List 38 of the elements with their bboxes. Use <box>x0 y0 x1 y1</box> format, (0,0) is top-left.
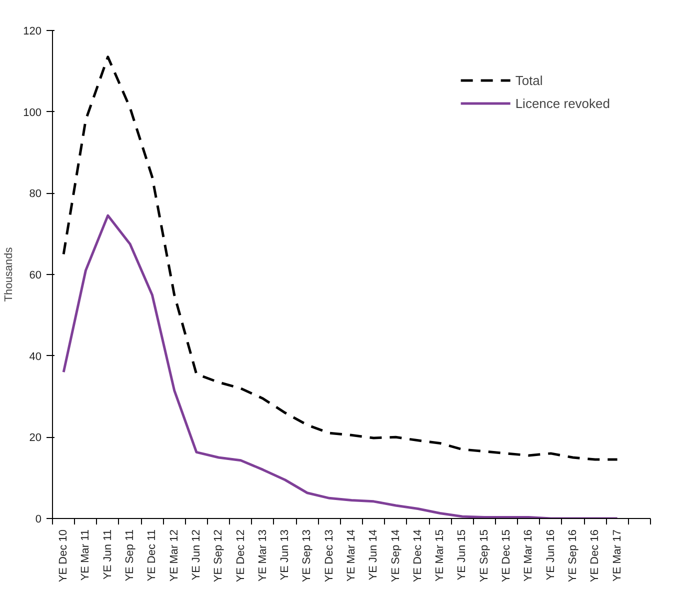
x-tick-label: YE Jun 15 <box>456 529 468 580</box>
y-tick-label: 40 <box>29 350 42 363</box>
x-tick-label: YE Jun 14 <box>368 529 380 580</box>
x-tick-label: YE Mar 16 <box>522 529 535 582</box>
line-series <box>62 56 619 461</box>
y-tick-label: 120 <box>23 26 42 38</box>
x-tick-label: YE Sep 14 <box>390 530 402 582</box>
x-tick-label: YE Sep 13 <box>301 530 314 582</box>
y-tick-label: 100 <box>23 106 42 119</box>
y-tick-label: 60 <box>29 270 42 282</box>
x-tick-label: YE Dec 10 <box>58 529 70 582</box>
x-tick-label: YE Jun 13 <box>279 529 292 580</box>
x-tick-label: YE Sep 11 <box>124 529 136 582</box>
line-series <box>62 214 619 518</box>
x-tick-label: YE Sep 15 <box>478 530 490 582</box>
y-tick-label: 80 <box>29 188 42 200</box>
x-tick-label: YE Dec 13 <box>323 529 336 582</box>
x-tick-label: YE Jun 11 <box>102 529 114 580</box>
x-tick-label: YE Mar 15 <box>434 529 446 582</box>
x-tick-label: YE Jun 16 <box>544 529 557 580</box>
x-tick-label: YE Dec 15 <box>500 529 513 582</box>
x-tick-label: YE Mar 13 <box>256 529 269 582</box>
x-tick-label: YE Mar 11 <box>80 529 92 581</box>
x-tick-label: YE Jun 12 <box>190 529 202 580</box>
legend-label: Total <box>515 72 543 88</box>
x-tick-label: YE Sep 12 <box>212 530 225 582</box>
x-tick-label: YE Dec 11 <box>146 529 158 582</box>
x-tick-label: YE Mar 14 <box>346 529 358 582</box>
x-tick-label: YE Sep 16 <box>566 530 579 582</box>
x-tick-label: YE Dec 14 <box>412 529 424 582</box>
y-tick-label: 20 <box>29 432 42 444</box>
x-tick-label: YE Dec 16 <box>589 529 602 582</box>
legend-label: Licence revoked <box>515 96 610 110</box>
x-tick-label: YE Dec 12 <box>234 529 247 582</box>
y-tick-label: 0 <box>35 514 42 526</box>
x-tick-label: YE Mar 17 <box>611 529 624 582</box>
x-tick-label: YE Mar 12 <box>168 529 180 582</box>
y-axis-title: Thousands <box>3 246 16 302</box>
